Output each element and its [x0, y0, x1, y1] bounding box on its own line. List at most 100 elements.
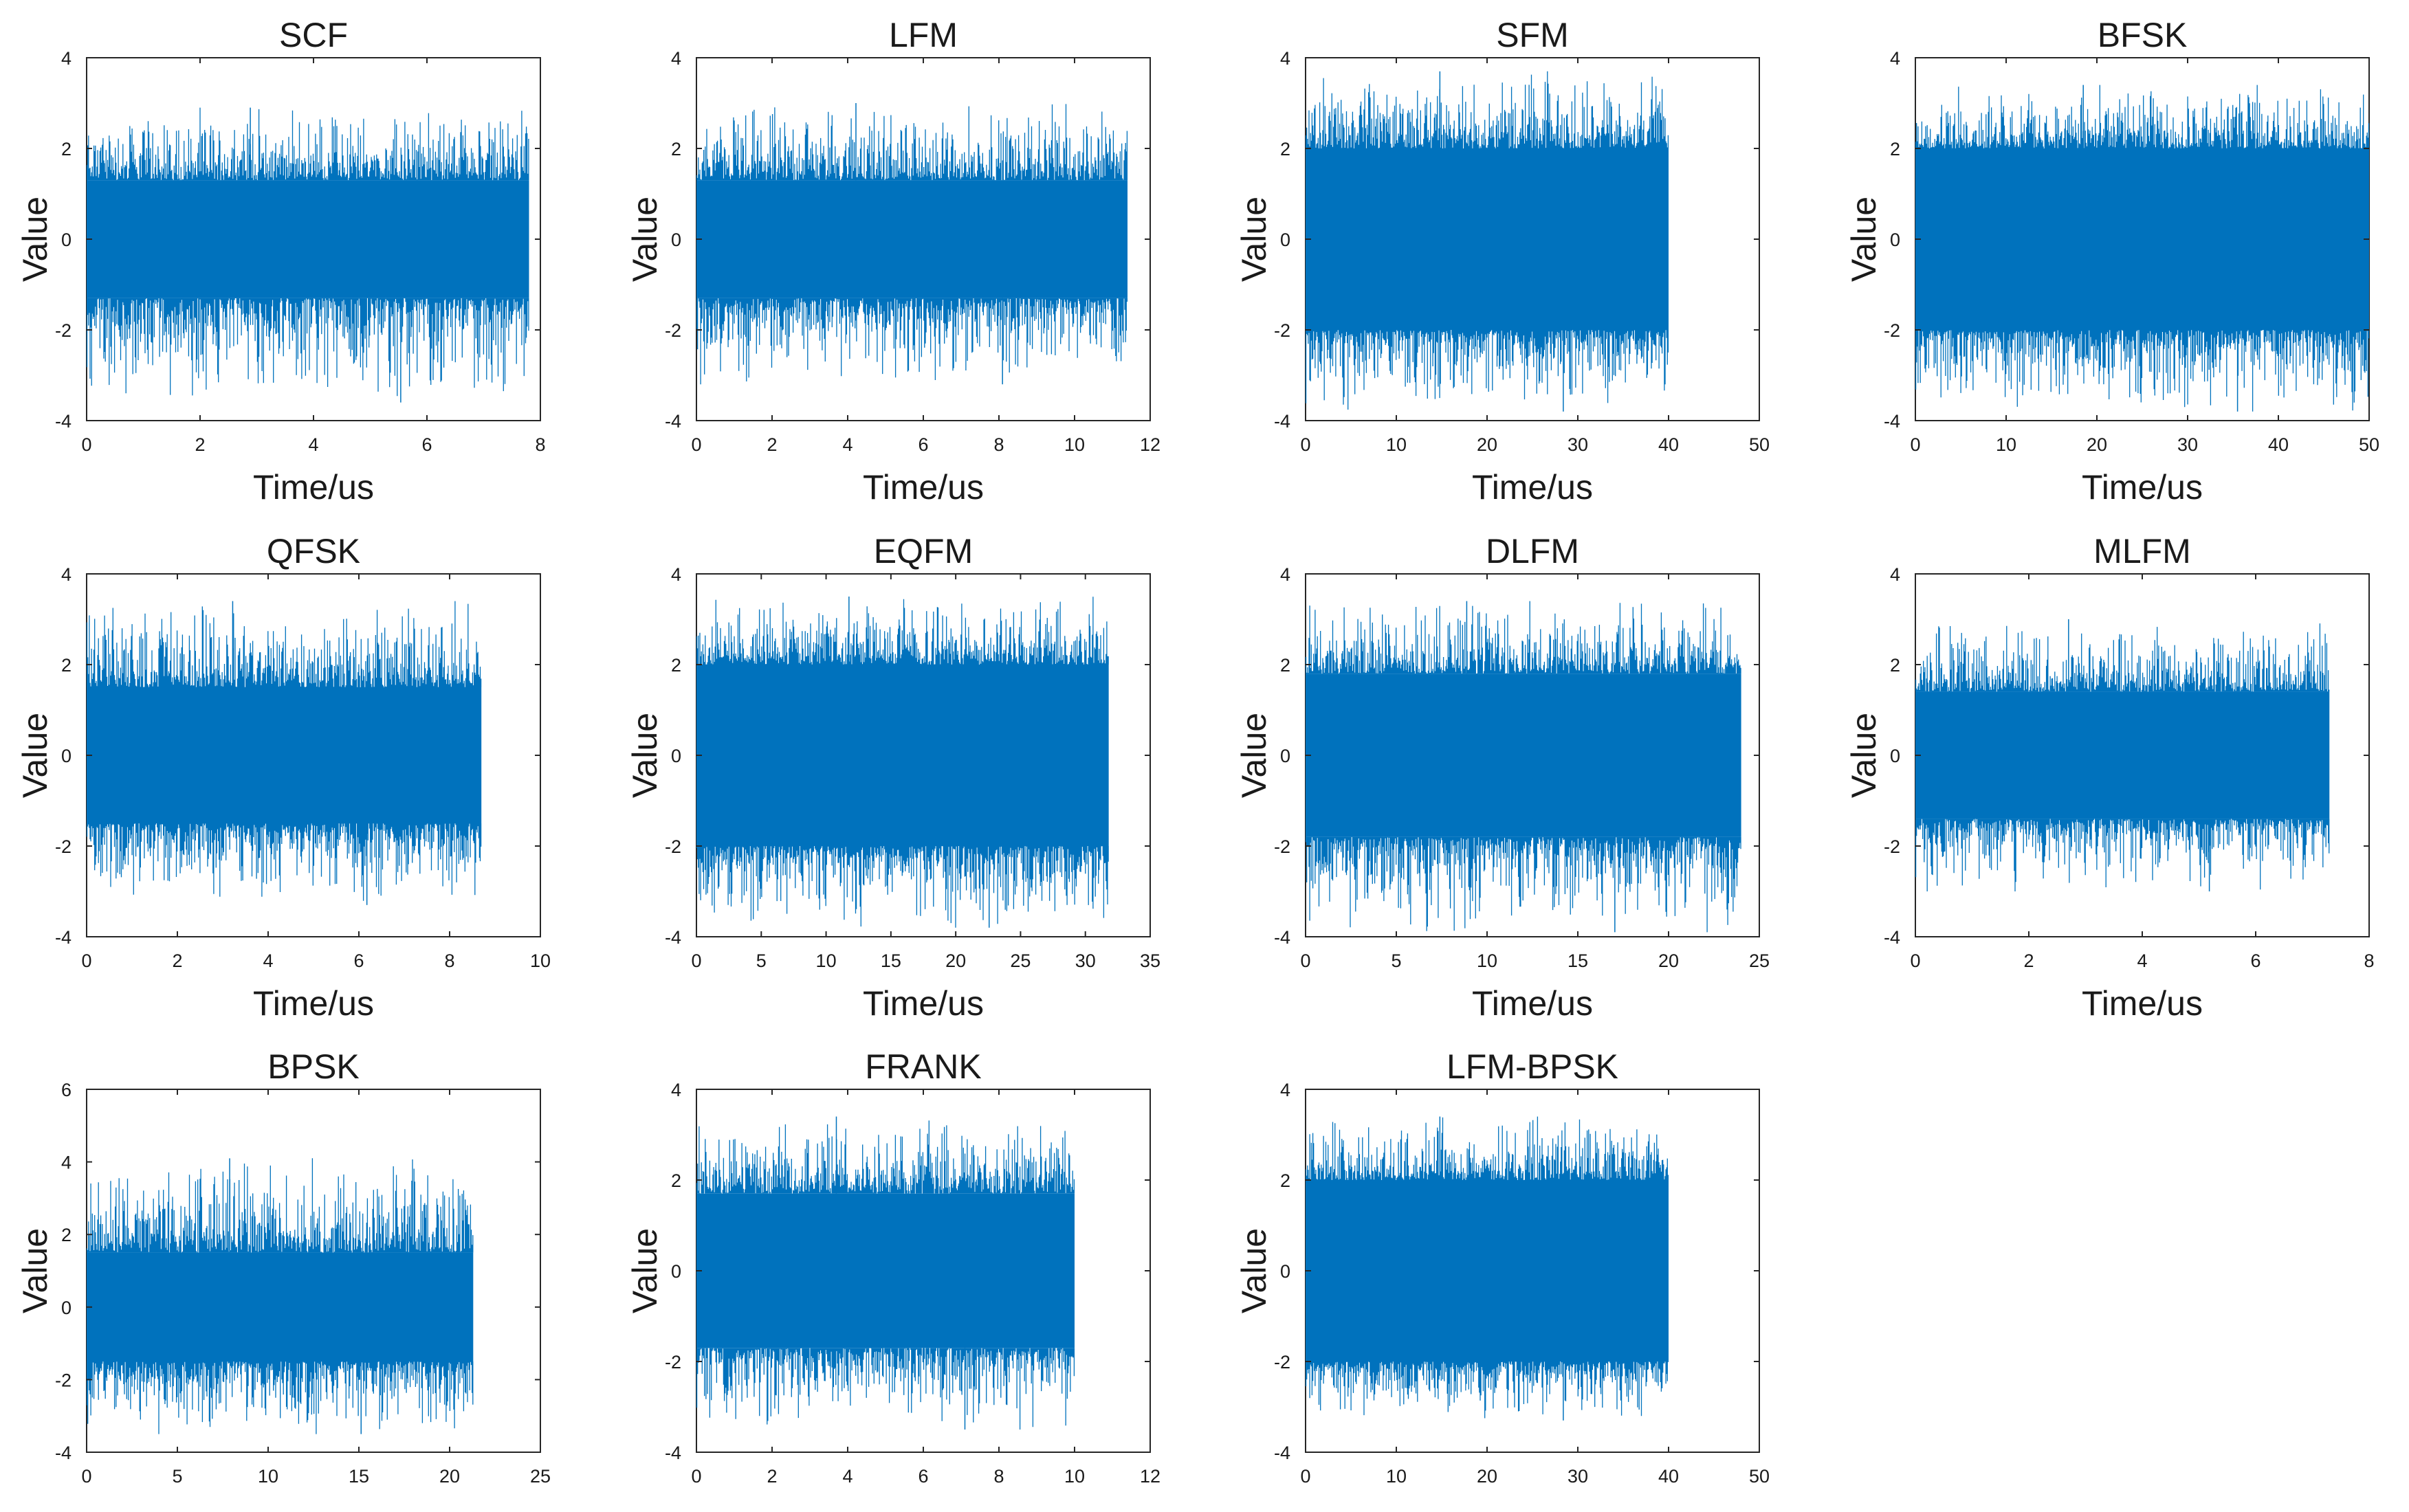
- chart-title: FRANK: [865, 1047, 981, 1086]
- y-tick-label: 4: [671, 564, 681, 585]
- x-tick-label: 0: [81, 950, 91, 971]
- y-tick-label: 0: [671, 746, 681, 766]
- x-tick-label: 40: [2268, 434, 2289, 455]
- chart-title: SCF: [279, 16, 348, 54]
- y-tick-label: 2: [1890, 655, 1900, 676]
- y-tick-label: 2: [61, 655, 72, 676]
- y-tick-label: 4: [671, 1080, 681, 1100]
- x-tick-label: 25: [1010, 950, 1031, 971]
- y-tick-label: 4: [61, 48, 72, 69]
- x-axis-label: Time/us: [1472, 984, 1593, 1023]
- x-tick-label: 0: [81, 1466, 91, 1487]
- x-tick-label: 25: [530, 1466, 551, 1487]
- signal-spikes: [1305, 71, 1669, 410]
- x-tick-label: 10: [1386, 434, 1407, 455]
- y-tick-label: 0: [1280, 746, 1290, 766]
- subplot-mlfm: 0 2 4 6 8 -4 -2 0 2 4 MLFM Value Time/us: [1845, 532, 2375, 1023]
- x-tick-label: 40: [1658, 434, 1679, 455]
- y-tick-label: 4: [1890, 564, 1900, 585]
- y-tick-label: 2: [671, 655, 681, 676]
- x-tick-label: 2: [767, 434, 777, 455]
- signal-core: [696, 665, 1109, 846]
- x-tick-label: 30: [1568, 1466, 1588, 1487]
- signal-spikes: [696, 597, 1109, 928]
- y-tick-label: -2: [1884, 320, 1900, 341]
- x-tick-label: 50: [1749, 1466, 1770, 1487]
- y-axis-label: Value: [626, 197, 664, 282]
- x-tick-label: 0: [691, 950, 701, 971]
- x-axis-label: Time/us: [253, 984, 374, 1023]
- x-tick-label: 20: [439, 1466, 460, 1487]
- signal-spikes: [1305, 1116, 1669, 1419]
- y-tick-label: -4: [1884, 927, 1900, 948]
- x-tick-label: 6: [918, 1466, 928, 1487]
- signal-core: [1306, 148, 1669, 330]
- signal-spikes: [696, 104, 1128, 385]
- chart-title: SFM: [1496, 16, 1569, 54]
- x-tick-label: 4: [842, 434, 852, 455]
- subplot-lfm-bpsk: 0 10 20 30 40 50 -4 -2 0 2 4 LFM-BPSK Value: [1235, 1047, 1770, 1487]
- y-tick-label: 0: [1890, 230, 1900, 250]
- y-axis-label: Value: [1235, 713, 1273, 798]
- y-tick-label: 2: [61, 139, 72, 159]
- y-tick-label: -4: [1274, 1443, 1290, 1463]
- x-axis-label: Time/us: [2082, 468, 2203, 507]
- x-tick-label: 0: [1300, 950, 1310, 971]
- y-axis-label: Value: [1845, 197, 1883, 282]
- y-tick-label: 0: [61, 1298, 72, 1318]
- signal-spikes: [86, 1158, 474, 1434]
- y-axis-label: Value: [16, 1228, 54, 1313]
- x-tick-label: 20: [945, 950, 966, 971]
- x-tick-label: 10: [530, 950, 551, 971]
- y-tick-label: 4: [1890, 48, 1900, 69]
- x-tick-label: 8: [2364, 950, 2374, 971]
- y-tick-label: -2: [55, 320, 72, 341]
- y-tick-label: 2: [1280, 1170, 1290, 1191]
- signal-core: [1306, 1180, 1669, 1361]
- x-axis-label: Time/us: [253, 468, 374, 507]
- x-tick-label: 30: [1568, 434, 1588, 455]
- y-tick-label: -2: [665, 320, 681, 341]
- x-tick-label: 5: [756, 950, 767, 971]
- chart-title: LFM: [889, 16, 958, 54]
- x-tick-label: 6: [2250, 950, 2260, 971]
- y-tick-label: 0: [1280, 1261, 1290, 1282]
- y-tick-label: 4: [61, 1153, 72, 1173]
- chart-title: EQFM: [874, 532, 973, 570]
- x-tick-label: 8: [993, 434, 1004, 455]
- subplot-frank: 0 2 4 6 8 10 12 -4 -2 0 2 4 FRANK Value: [626, 1047, 1160, 1487]
- y-tick-label: -4: [1884, 411, 1900, 432]
- x-tick-label: 5: [1391, 950, 1401, 971]
- x-tick-label: 10: [816, 950, 837, 971]
- y-tick-label: 2: [1280, 655, 1290, 676]
- x-tick-label: 20: [1658, 950, 1679, 971]
- x-tick-label: 0: [1910, 950, 1920, 971]
- subplot-qfsk: 0 2 4 6 8 10 -4 -2 0 2 4 QFSK Value Time/us: [16, 532, 551, 1023]
- y-tick-label: 0: [671, 230, 681, 250]
- x-tick-label: 0: [81, 434, 91, 455]
- x-tick-label: 20: [1477, 434, 1497, 455]
- y-tick-label: -2: [665, 1352, 681, 1372]
- y-tick-label: -4: [1274, 411, 1290, 432]
- x-tick-label: 15: [881, 950, 901, 971]
- y-tick-label: -2: [1274, 836, 1290, 857]
- x-tick-label: 0: [691, 1466, 701, 1487]
- y-tick-label: 4: [61, 564, 72, 585]
- y-tick-label: -4: [55, 927, 72, 948]
- subplot-eqfm: 0 5 10 15 20 25 30 35 -4 -2 0 2 4 EQFM Value Time/us: [626, 532, 1160, 1023]
- x-tick-label: 0: [691, 434, 701, 455]
- x-tick-label: 10: [1477, 950, 1497, 971]
- chart-title: QFSK: [267, 532, 360, 570]
- y-tick-label: 0: [61, 746, 72, 766]
- y-tick-label: 4: [671, 48, 681, 69]
- x-tick-label: 8: [444, 950, 454, 971]
- y-tick-label: 2: [1890, 139, 1900, 159]
- signal-spikes: [86, 601, 482, 901]
- y-tick-label: -2: [665, 836, 681, 857]
- chart-title: DLFM: [1486, 532, 1579, 570]
- y-tick-label: 0: [1890, 746, 1900, 766]
- chart-title: BPSK: [267, 1047, 359, 1086]
- y-tick-label: 4: [1280, 1080, 1290, 1100]
- x-tick-label: 10: [258, 1466, 278, 1487]
